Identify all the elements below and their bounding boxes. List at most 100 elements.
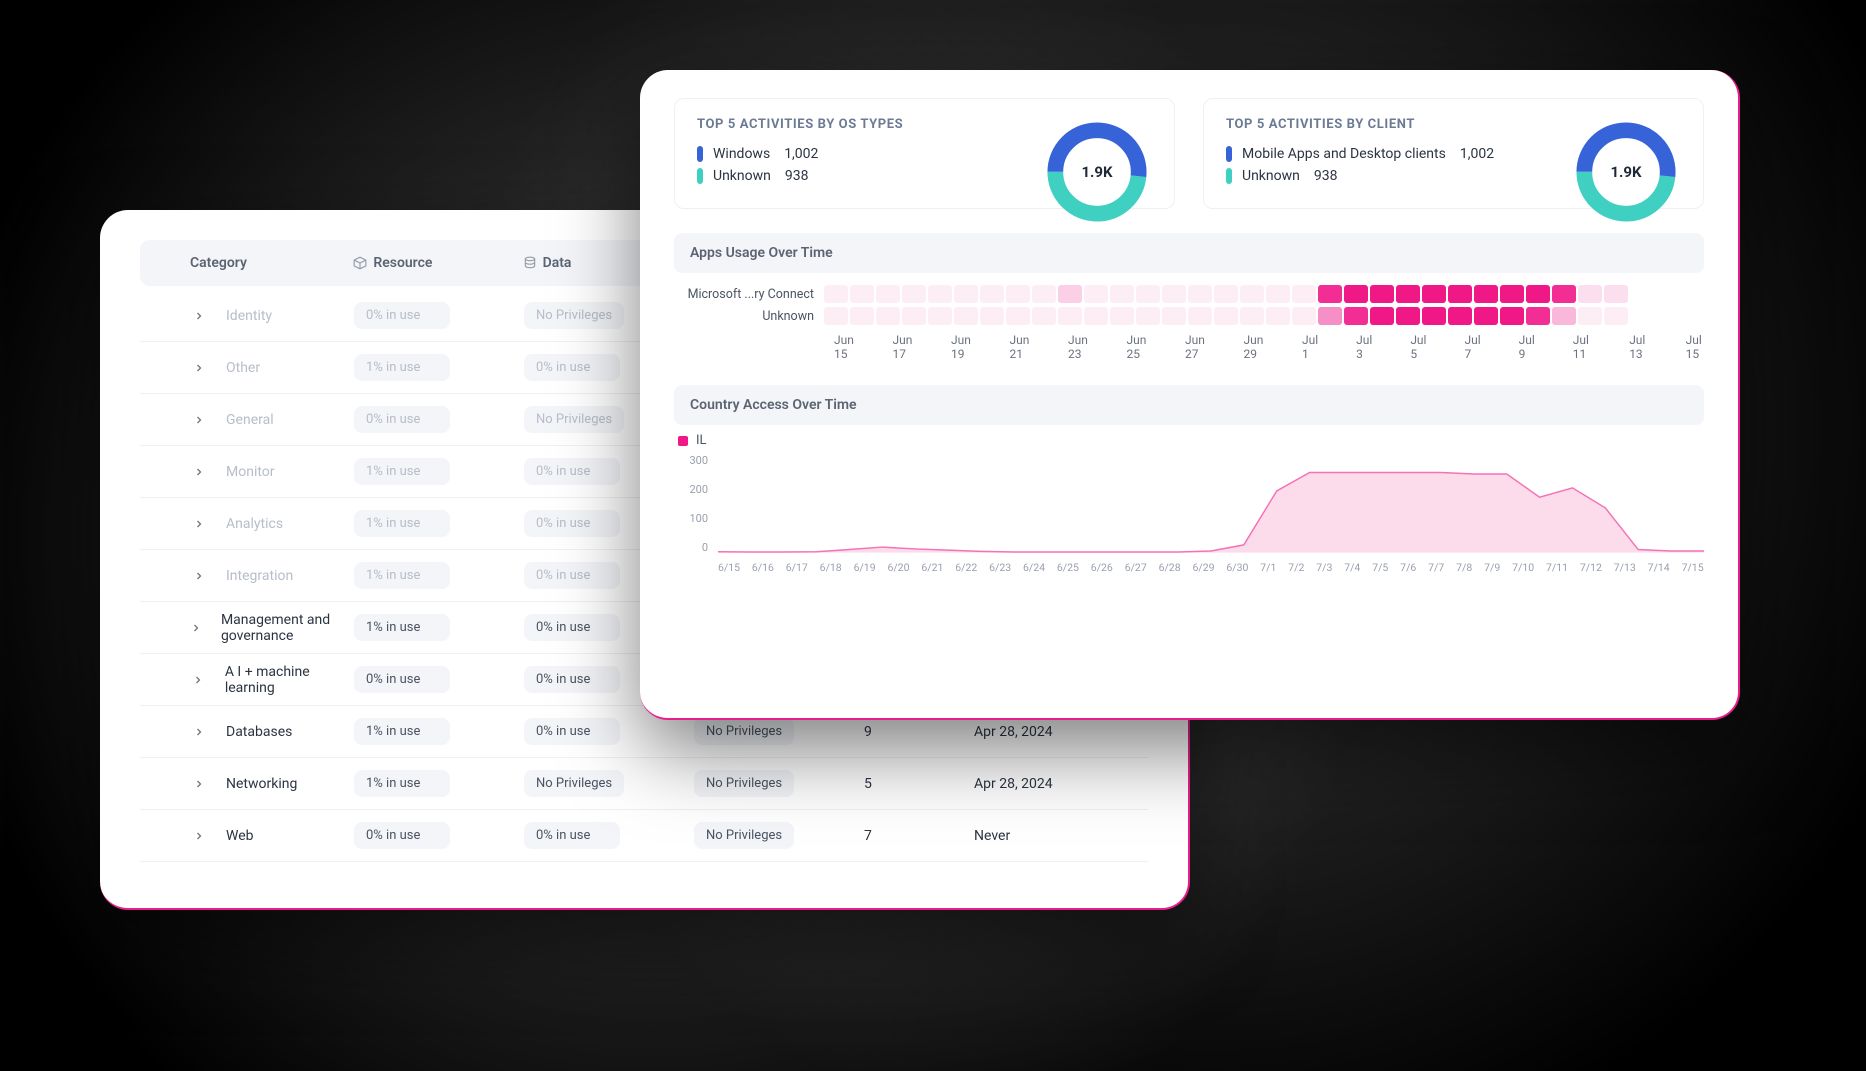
legend-value: 938	[785, 168, 809, 184]
row-category: Networking	[226, 776, 297, 792]
heat-cell	[1058, 307, 1082, 325]
heat-cell	[1552, 307, 1576, 325]
database-icon	[523, 256, 537, 270]
x-tick: 7/7	[1428, 561, 1444, 574]
legend-label: Mobile Apps and Desktop clients	[1242, 146, 1446, 162]
chevron-right-icon[interactable]	[190, 411, 208, 429]
heat-axis-tick: Jul 11	[1573, 333, 1591, 361]
x-tick: 7/9	[1484, 561, 1500, 574]
heat-cell	[850, 285, 874, 303]
heat-axis-tick: Jul 13	[1629, 333, 1647, 361]
data-pill: No Privileges	[524, 302, 624, 329]
heat-cell	[1240, 285, 1264, 303]
heat-cell	[1266, 285, 1290, 303]
heat-axis-tick: Jun 15	[834, 333, 855, 361]
x-tick: 7/10	[1512, 561, 1534, 574]
row-category: Monitor	[226, 464, 275, 480]
table-row[interactable]: Networking1% in useNo PrivilegesNo Privi…	[140, 758, 1148, 810]
heat-axis-tick: Jul 7	[1464, 333, 1480, 361]
heat-axis-tick: Jun 27	[1185, 333, 1206, 361]
resource-pill: 0% in use	[354, 822, 450, 849]
client-panel: TOP 5 ACTIVITIES BY CLIENT Mobile Apps a…	[1203, 98, 1704, 209]
data-pill: No Privileges	[524, 770, 624, 797]
heat-cell	[1474, 285, 1498, 303]
data-pill: 0% in use	[524, 510, 620, 537]
country-legend: IL	[678, 433, 1704, 448]
x-tick: 6/18	[820, 561, 842, 574]
legend-swatch-icon	[697, 168, 703, 184]
y-tick: 0	[674, 541, 708, 554]
heat-row-label-0: Microsoft ...ry Connect	[674, 287, 824, 302]
x-tick: 6/23	[989, 561, 1011, 574]
legend-label: Windows	[713, 146, 770, 162]
chevron-right-icon[interactable]	[190, 723, 208, 741]
data-pill: 0% in use	[524, 718, 620, 745]
heat-cell	[1370, 285, 1394, 303]
header-category: Category	[154, 255, 353, 271]
heat-cell	[876, 285, 900, 303]
row-category: Databases	[226, 724, 292, 740]
heat-cell	[1058, 285, 1082, 303]
chevron-right-icon[interactable]	[190, 307, 208, 325]
heat-cell	[928, 307, 952, 325]
heat-cell	[1188, 307, 1212, 325]
x-tick: 7/8	[1456, 561, 1472, 574]
row-category: Management and governance	[221, 612, 354, 644]
x-tick: 6/21	[921, 561, 943, 574]
data-pill: 0% in use	[524, 562, 620, 589]
chevron-right-icon[interactable]	[190, 463, 208, 481]
heat-cell	[1032, 307, 1056, 325]
chevron-right-icon[interactable]	[190, 775, 208, 793]
heat-cell	[980, 285, 1004, 303]
heat-cell	[1136, 307, 1160, 325]
chevron-right-icon[interactable]	[190, 567, 208, 585]
x-tick: 6/22	[955, 561, 977, 574]
apps-usage-heatmap: Microsoft ...ry Connect Unknown Jun 15Ju…	[674, 283, 1704, 361]
chevron-right-icon[interactable]	[190, 827, 208, 845]
row-category: General	[226, 412, 274, 428]
heat-cell	[1162, 307, 1186, 325]
chevron-right-icon[interactable]	[190, 671, 207, 689]
heat-cell	[1370, 307, 1394, 325]
x-tick: 6/26	[1091, 561, 1113, 574]
data-pill: 0% in use	[524, 666, 620, 693]
heat-cell	[1084, 307, 1108, 325]
row-category: A I + machine learning	[225, 664, 354, 696]
heat-axis-tick: Jul 5	[1410, 333, 1426, 361]
last-used-value: Never	[974, 828, 1114, 844]
client-donut-chart: 1.9K	[1571, 117, 1681, 227]
heat-cell	[1396, 307, 1420, 325]
x-tick: 6/19	[854, 561, 876, 574]
chevron-right-icon[interactable]	[190, 515, 208, 533]
heat-cell	[902, 285, 926, 303]
resource-pill: 1% in use	[354, 614, 450, 641]
heat-cell	[1448, 285, 1472, 303]
resource-pill: 1% in use	[354, 718, 450, 745]
heat-cell	[1110, 285, 1134, 303]
legend-value: 1,002	[784, 146, 818, 162]
x-tick: 7/13	[1614, 561, 1636, 574]
x-tick: 7/15	[1682, 561, 1704, 574]
heat-cell	[1344, 285, 1368, 303]
legend-label: Unknown	[713, 168, 771, 184]
heat-cell	[1110, 307, 1134, 325]
header-resource: Resource	[353, 255, 522, 271]
chevron-right-icon[interactable]	[190, 359, 208, 377]
chevron-right-icon[interactable]	[190, 619, 203, 637]
row-category: Integration	[226, 568, 293, 584]
heat-cell	[1214, 307, 1238, 325]
heat-cell	[1604, 285, 1628, 303]
x-tick: 7/6	[1400, 561, 1416, 574]
table-row[interactable]: Web0% in use0% in useNo Privileges7Never	[140, 810, 1148, 862]
resource-pill: 0% in use	[354, 666, 450, 693]
data-pill: 0% in use	[524, 354, 620, 381]
y-tick: 200	[674, 483, 708, 496]
heat-cell	[876, 307, 900, 325]
heat-axis-tick: Jun 19	[951, 333, 972, 361]
x-tick: 6/17	[786, 561, 808, 574]
heat-cell	[1006, 285, 1030, 303]
country-legend-label: IL	[696, 433, 707, 448]
heat-cell	[1578, 307, 1602, 325]
cube-icon	[353, 256, 367, 270]
heat-cell	[1500, 307, 1524, 325]
